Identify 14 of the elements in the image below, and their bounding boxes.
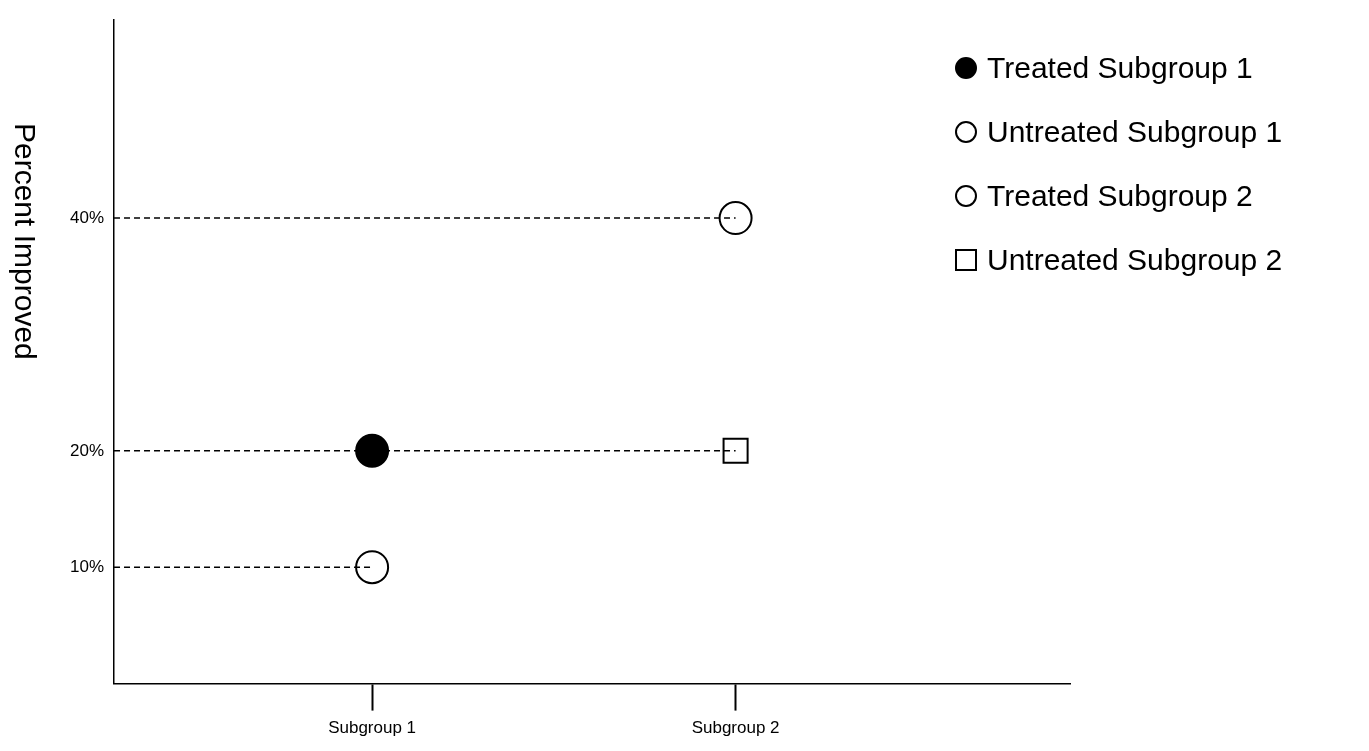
legend-label: Treated Subgroup 1 bbox=[987, 51, 1253, 85]
point bbox=[355, 550, 390, 585]
y-tick-label: 40% bbox=[69, 207, 105, 227]
point bbox=[722, 437, 749, 464]
y-axis-title: Percent Improved bbox=[8, 121, 42, 362]
legend-label: Untreated Subgroup 2 bbox=[987, 243, 1283, 277]
x-tick-label: Subgroup 1 bbox=[328, 718, 417, 738]
point bbox=[355, 433, 390, 468]
legend-label: Treated Subgroup 2 bbox=[987, 179, 1253, 213]
y-tick-label: 10% bbox=[69, 556, 105, 576]
legend-label: Untreated Subgroup 1 bbox=[987, 115, 1283, 149]
y-tick-label: 20% bbox=[69, 440, 105, 460]
x-tick-label: Subgroup 2 bbox=[691, 718, 780, 738]
point bbox=[718, 201, 753, 236]
